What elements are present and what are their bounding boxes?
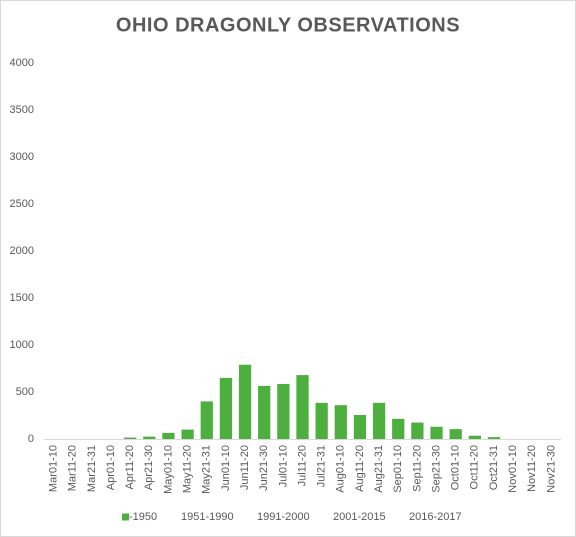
x-tick-label: Nov11-20 <box>526 445 538 492</box>
y-tick-label: 3500 <box>10 104 34 116</box>
x-tick-label: Oct01-10 <box>450 445 462 490</box>
y-tick-label: 3000 <box>10 151 34 163</box>
x-tick-label: May21-31 <box>201 445 213 494</box>
bar <box>200 401 213 439</box>
x-tick-label: Mar11-20 <box>67 445 79 491</box>
bar <box>411 422 424 439</box>
bar <box>143 436 156 439</box>
legend-label: 1991-2000 <box>257 511 310 523</box>
x-tick-label: Jun21-30 <box>258 445 270 491</box>
x-tick-label: Oct21-31 <box>488 445 500 490</box>
bar <box>468 435 481 439</box>
x-tick-label: Apr21-30 <box>143 445 155 490</box>
legend-label: 2016-2017 <box>409 511 462 523</box>
y-tick-label: 4000 <box>10 57 34 69</box>
bar <box>334 405 347 439</box>
x-tick-label: Apr01-10 <box>105 445 117 490</box>
bar <box>449 429 462 439</box>
bar <box>181 429 194 439</box>
x-tick-label: Aug11-20 <box>354 445 366 492</box>
y-tick-label: 2000 <box>10 245 34 257</box>
x-tick-label: Aug01-10 <box>335 445 347 493</box>
x-tick-label: Nov21-30 <box>545 445 557 493</box>
x-tick-label: May11-20 <box>182 445 194 493</box>
chart-title: OHIO DRAGONLY OBSERVATIONS <box>116 14 460 36</box>
bar <box>238 364 252 439</box>
bar <box>124 437 137 439</box>
bar <box>219 377 233 439</box>
x-tick-label: Oct11-20 <box>469 445 481 489</box>
x-tick-label: Apr11-20 <box>124 445 136 489</box>
bar <box>372 402 386 439</box>
x-tick-label: Jul11-20 <box>296 445 308 486</box>
x-tick-label: Aug21-31 <box>373 445 385 493</box>
x-tick-label: Jun11-20 <box>239 445 251 490</box>
bar <box>392 418 405 439</box>
bar <box>296 375 309 439</box>
y-tick-label: 1000 <box>10 339 34 351</box>
y-tick-label: 0 <box>28 433 34 445</box>
bar <box>430 426 443 439</box>
bar <box>258 385 271 439</box>
x-tick-label: Jul01-10 <box>277 445 289 487</box>
y-tick-label: 2500 <box>10 198 34 210</box>
legend-swatch <box>122 513 129 521</box>
bar <box>353 415 367 439</box>
x-tick-label: Sep01-10 <box>392 445 404 493</box>
y-tick-label: 1500 <box>10 292 34 304</box>
x-tick-label: Jul21-31 <box>316 445 328 487</box>
bar <box>315 402 328 439</box>
y-tick-label: 500 <box>16 386 34 398</box>
x-tick-label: Nov01-10 <box>507 445 519 493</box>
bar <box>487 437 501 439</box>
x-tick-label: May01-10 <box>162 445 174 494</box>
x-tick-label: Sep21-30 <box>430 445 442 493</box>
legend-label: 1951-1990 <box>181 511 234 523</box>
x-tick-label: Sep11-20 <box>411 445 423 492</box>
x-tick-label: Jun01-10 <box>220 445 232 491</box>
bar <box>162 432 175 439</box>
x-tick-label: Mar01-10 <box>47 445 59 492</box>
legend-label: -1950 <box>129 511 157 523</box>
legend-label: 2001-2015 <box>333 511 386 523</box>
bar <box>277 384 290 439</box>
x-tick-label: Mar21-31 <box>86 445 98 492</box>
